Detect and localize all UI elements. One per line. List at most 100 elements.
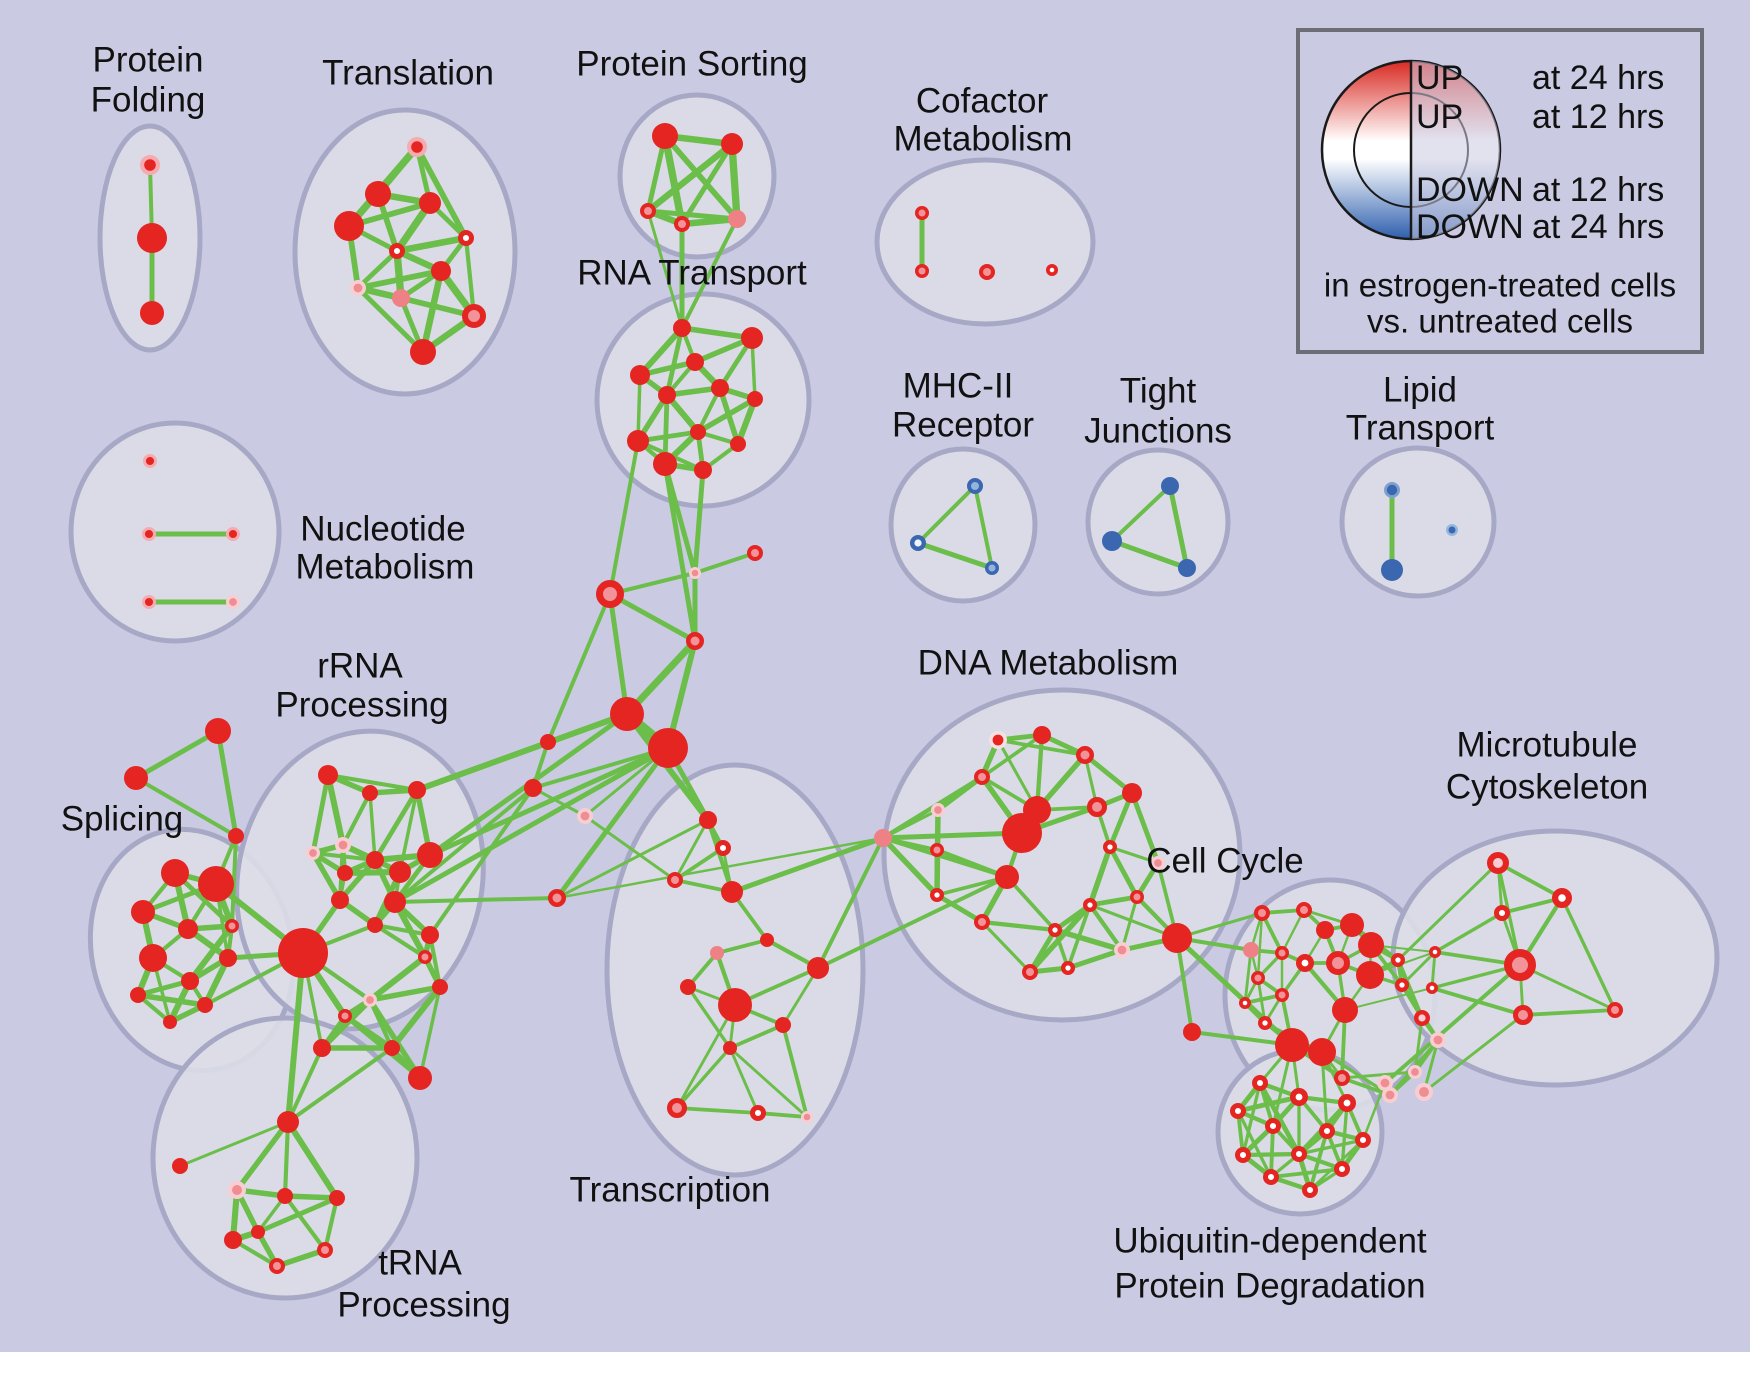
edge-dmb-dm7 [880,830,1025,841]
edge-dm22-cc0 [1175,936,1194,1034]
legend-direction-label: DOWN [1416,208,1524,246]
edge-mt8-mt5 [1518,963,1617,1012]
gene-node-ub11 [1262,1168,1279,1185]
label-line: DNA Metabolism [918,643,1179,682]
gene-node-tx10 [775,1017,791,1033]
gene-node-cc10 [1356,961,1384,989]
edge-ub11-ub5 [1269,1124,1275,1179]
gene-node-b1 [548,889,566,907]
legend-right-half-fade [1411,61,1500,239]
edge-rt1-rt4 [636,324,686,379]
gene-node-mt3 [1493,904,1510,921]
gene-node-dmb [874,829,892,847]
edge-r2-r7 [368,791,377,862]
gene-node-rt11 [653,452,677,476]
edge-ps4-ps5 [678,215,741,228]
gene-node-tx9 [718,988,752,1022]
legend-direction-label: UP [1416,59,1463,97]
gene-node-rt1 [673,319,691,337]
edge-mh1-mh2 [916,484,977,545]
gene-node-dm18 [1048,922,1063,937]
gene-node-nu2 [142,526,157,541]
edge-r12-hub2 [392,745,671,905]
edge-mt1-mt2 [1496,861,1564,900]
gene-node-dm16 [1130,890,1144,904]
label-line: Folding [91,80,206,119]
gene-node-ch2 [747,545,763,561]
edge-dm14-dm19 [980,920,1032,974]
edge-dm4-dm5 [935,774,985,813]
edge-r2-r4 [340,790,373,848]
edge-hub2-b1 [554,745,671,901]
gene-node-dm21 [1114,941,1131,958]
gene-node-s6 [139,944,167,972]
gene-node-r3 [408,781,426,799]
label-line: Transcription [570,1170,771,1209]
gene-node-nu3 [226,526,241,541]
gene-node-rt3 [686,353,704,371]
gene-node-dm4 [974,769,990,785]
gene-node-ub7 [1354,1131,1371,1148]
gene-node-ps2 [721,133,743,155]
gene-node-cc11 [1251,971,1265,985]
edge-mt8-mt2 [1560,896,1617,1012]
legend-time-label: at 24 hrs [1532,208,1664,246]
gene-node-dm7 [1002,813,1042,853]
edge-rt1-rt2 [679,325,755,341]
gene-node-hub1 [610,697,644,731]
gene-node-r19 [363,993,378,1008]
label-line: Lipid [1383,370,1457,409]
edge-tn3-tn5 [322,1195,340,1253]
label-line: Splicing [61,799,184,838]
edge-r1-r3 [325,772,420,793]
gene-node-s11 [163,1015,177,1029]
gene-node-tn4 [224,1231,242,1249]
gene-node-s4 [178,919,198,939]
gene-node-ub4 [1229,1102,1246,1119]
gene-node-cf2 [915,264,929,278]
gene-node-ub12 [1301,1181,1318,1198]
gene-node-ps3 [640,203,656,219]
gene-node-rt10 [730,436,746,452]
gene-node-tx4 [721,881,743,903]
legend-direction-label: DOWN [1416,171,1524,209]
gene-node-rh [278,928,328,978]
edge-cc21-cc23 [1340,1070,1417,1080]
edge-tx13-tx14 [756,1111,809,1119]
edge-dmb-dm11 [881,836,1009,879]
gene-node-tn1 [227,1181,246,1200]
gene-node-dm1 [988,730,1007,749]
gene-node-lt2 [1381,559,1403,581]
edge-rt9-ch3 [608,439,640,596]
edge-rt4-rt9 [636,373,642,443]
cluster-label-rna-transport: RNA Transport [577,253,807,292]
gene-node-dm14 [974,914,990,930]
gene-node-cc1 [1254,905,1270,921]
edge-tn5-tn6 [274,1247,328,1269]
gene-node-mt7 [1513,1005,1533,1025]
gene-node-dm2 [1033,726,1051,744]
edge-t11-t8 [355,285,426,355]
gene-node-ub5 [1264,1117,1281,1134]
edge-r16-r11 [372,922,428,960]
label-line: Nucleotide [300,509,465,548]
edge-tx1-tx4 [705,817,735,895]
edge-ub7-pk1 [1361,1081,1387,1142]
edge-cc18-mt4 [1400,950,1437,987]
edge-r17-r22 [388,983,444,1052]
edge-tri1-tri2 [133,728,221,781]
label-line: tRNA [378,1243,462,1282]
edge-th-tn3 [284,1118,341,1202]
edge-r19-r16 [366,953,429,1004]
gene-node-tx12 [667,1098,687,1118]
gene-node-s1 [161,859,189,887]
edge-t8-t7 [355,268,444,291]
gene-node-cc5 [1358,932,1384,958]
edge-mt4-mt3 [1433,911,1504,954]
gene-node-cc17 [1391,952,1406,967]
gene-node-cc15 [1332,997,1358,1023]
label-line: Metabolism [296,547,475,586]
